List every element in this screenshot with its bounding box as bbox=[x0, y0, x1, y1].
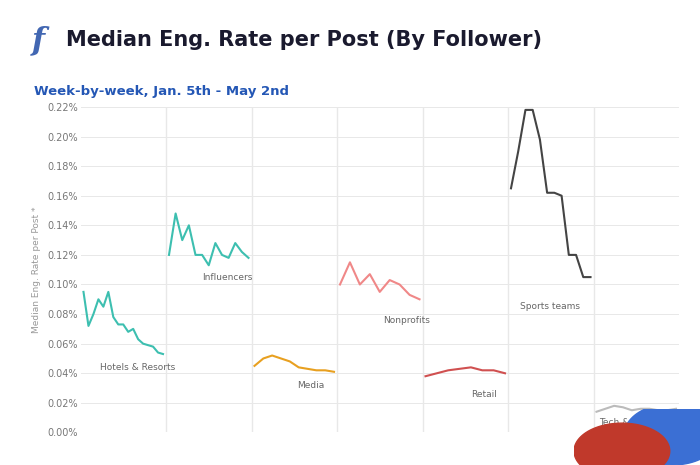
Text: Media: Media bbox=[298, 381, 325, 390]
Y-axis label: Median Eng. Rate per Post *: Median Eng. Rate per Post * bbox=[32, 206, 41, 333]
Text: Week-by-week, Jan. 5th - May 2nd: Week-by-week, Jan. 5th - May 2nd bbox=[34, 86, 288, 99]
Polygon shape bbox=[574, 423, 670, 465]
Text: f: f bbox=[32, 25, 45, 56]
Text: Median Eng. Rate per Post (By Follower): Median Eng. Rate per Post (By Follower) bbox=[66, 30, 542, 50]
Text: Rival: Rival bbox=[631, 431, 660, 441]
Text: Nonprofits: Nonprofits bbox=[383, 316, 430, 325]
Text: Sports teams: Sports teams bbox=[520, 302, 580, 311]
Polygon shape bbox=[624, 404, 700, 465]
Text: Tech & Software: Tech & Software bbox=[598, 418, 672, 427]
Text: IQ: IQ bbox=[638, 449, 653, 462]
Text: Retail: Retail bbox=[472, 390, 498, 399]
Text: Influencers: Influencers bbox=[202, 272, 252, 282]
Text: Hotels & Resorts: Hotels & Resorts bbox=[99, 363, 175, 372]
